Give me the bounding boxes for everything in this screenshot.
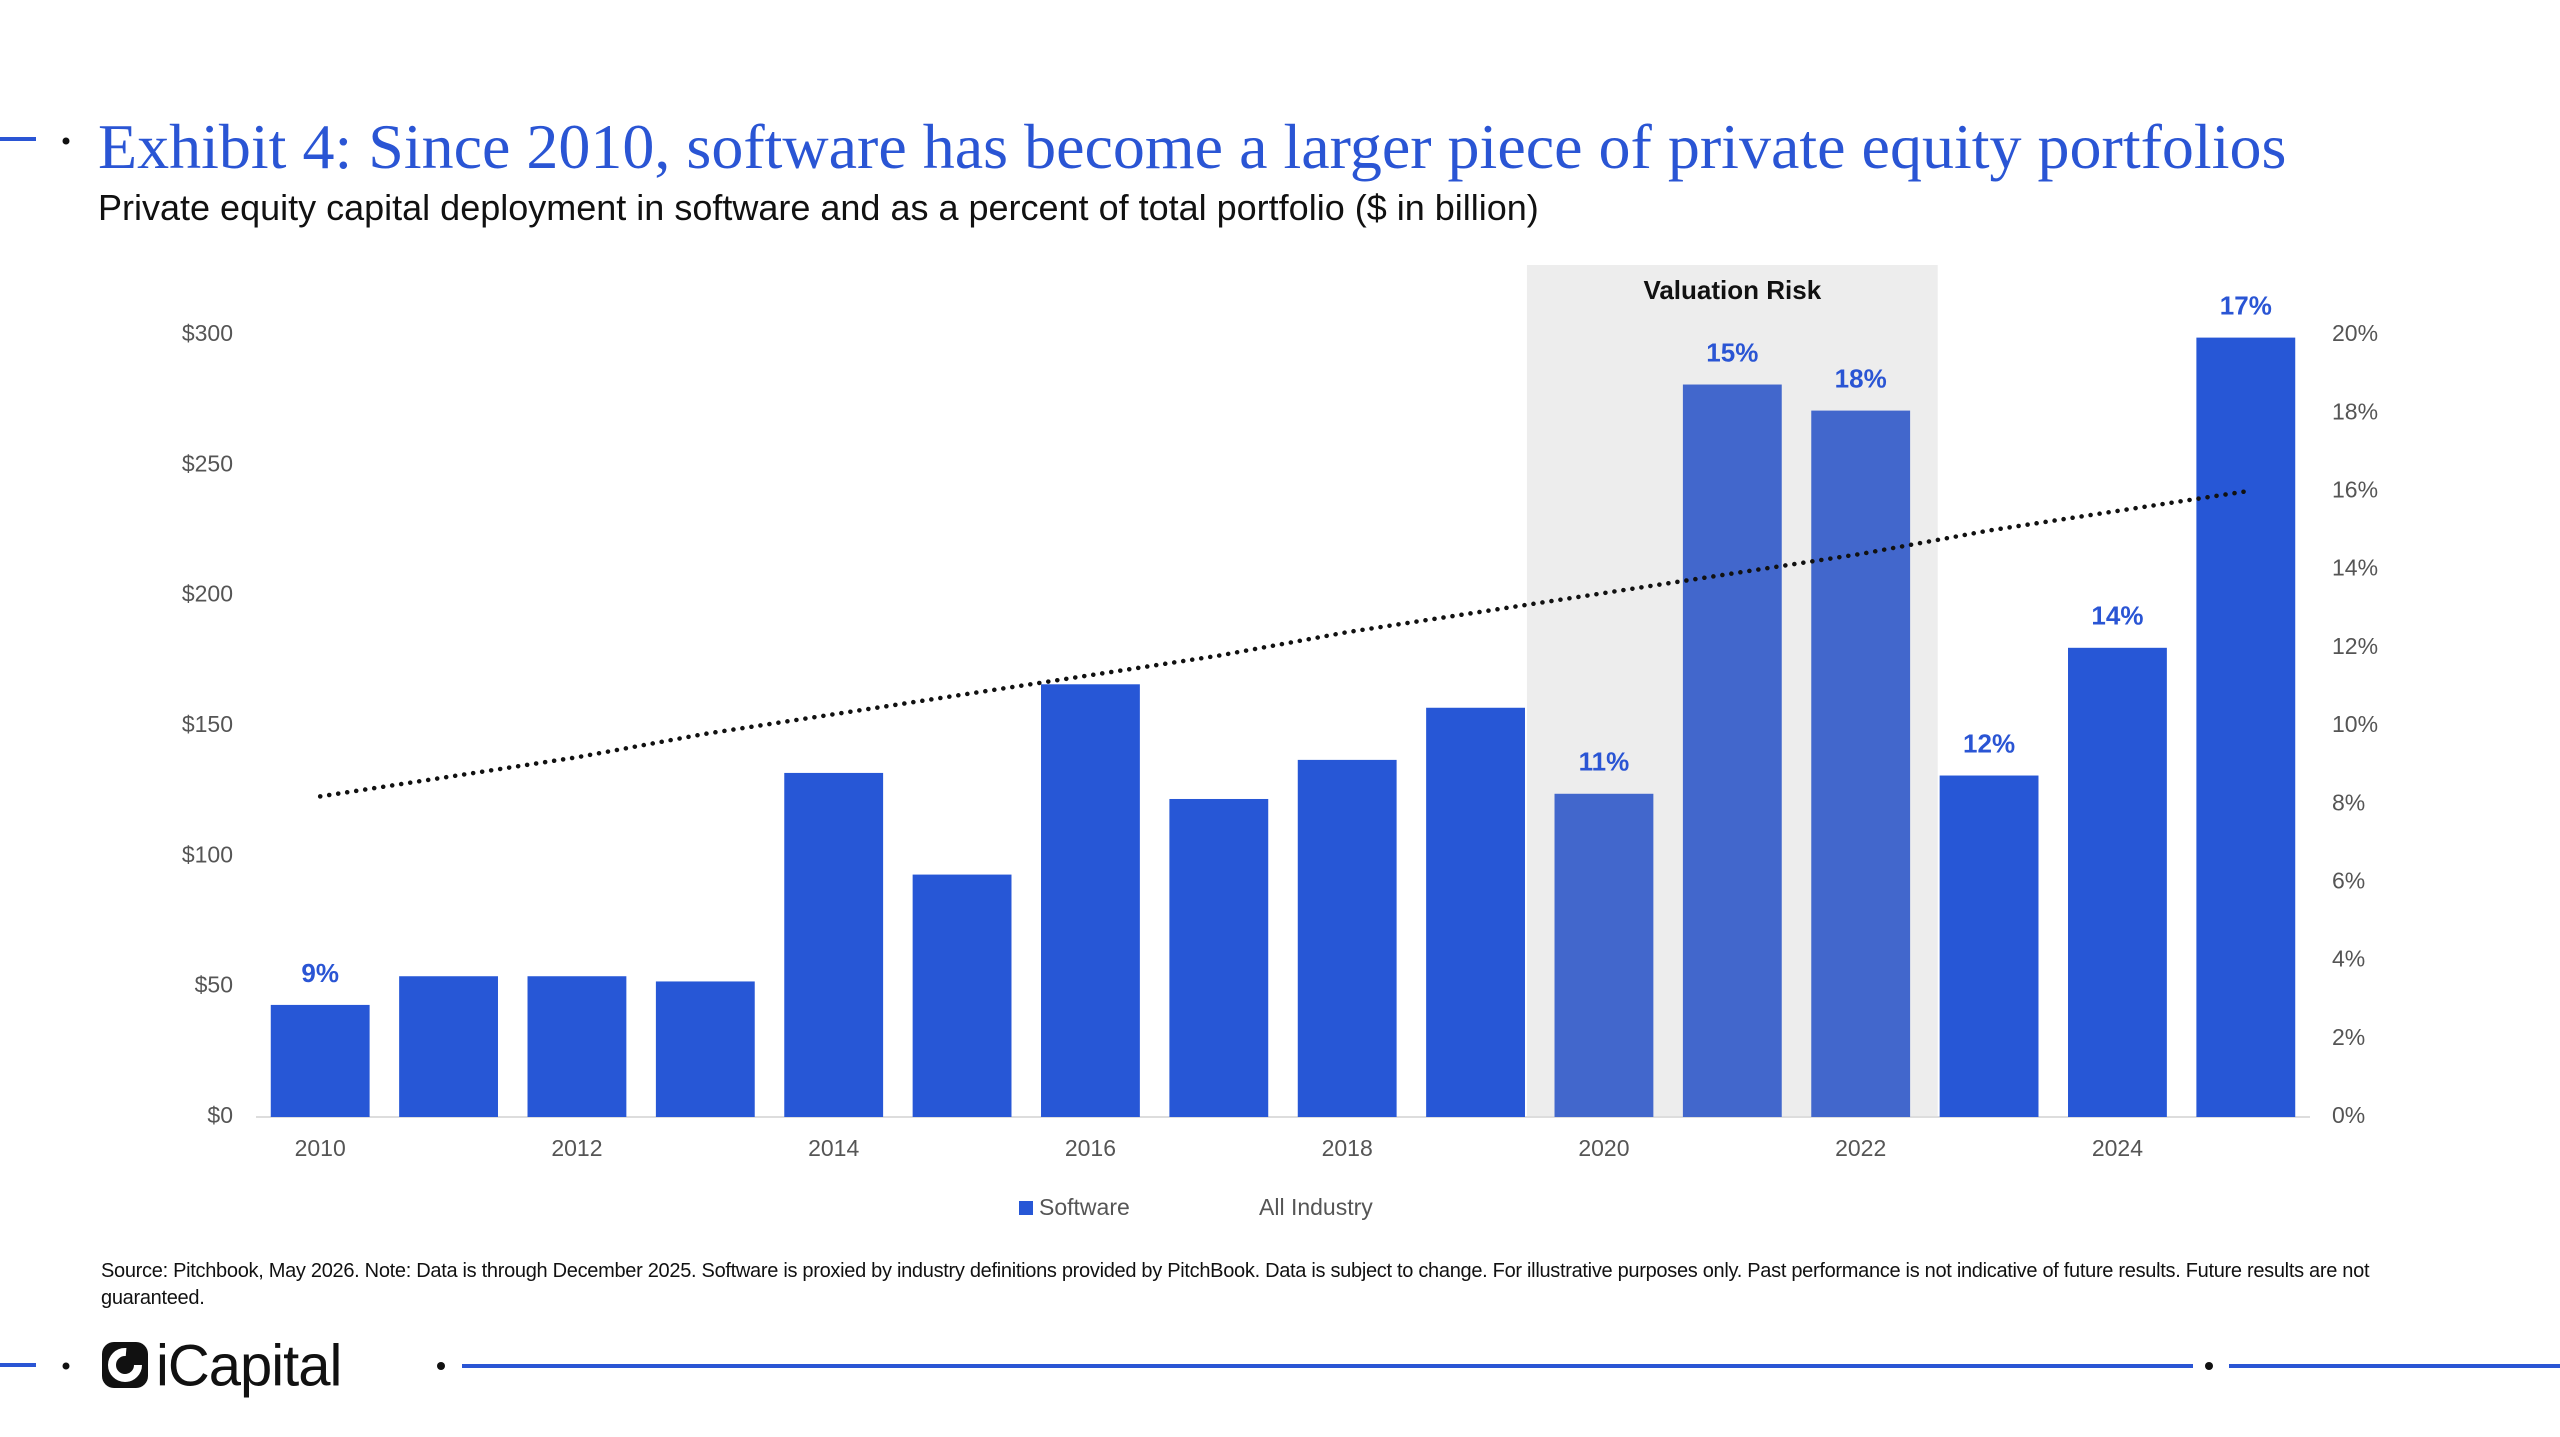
data-label: 17% xyxy=(2220,290,2272,320)
x-tick-label: 2014 xyxy=(808,1135,859,1161)
plot-area: Valuation Risk $0 $50 $100 $150 $200 $250 $300 0… xyxy=(182,265,2378,1220)
bar xyxy=(527,976,627,1117)
bar xyxy=(655,981,755,1117)
data-label: 15% xyxy=(1706,337,1758,367)
legend-label: Software xyxy=(1039,1194,1130,1220)
y-tick-label: $200 xyxy=(182,581,233,607)
y2-tick-label: 4% xyxy=(2332,946,2365,972)
bar xyxy=(1041,684,1140,1117)
bar xyxy=(1297,759,1397,1117)
trend-line xyxy=(317,489,2249,799)
bar xyxy=(399,976,498,1117)
y2-tick-label: 8% xyxy=(2332,789,2365,815)
x-tick-label: 2010 xyxy=(295,1135,346,1161)
y-tick-label: $0 xyxy=(207,1102,233,1128)
y-tick-label: $50 xyxy=(195,972,233,998)
bar xyxy=(1426,707,1525,1117)
y2-tick-label: 2% xyxy=(2332,1024,2365,1050)
highlight-label: Valuation Risk xyxy=(1643,275,1821,305)
decoration xyxy=(62,137,70,145)
bar xyxy=(784,772,884,1117)
x-tick-label: 2018 xyxy=(1322,1135,1373,1161)
x-tick-label: 2022 xyxy=(1835,1135,1886,1161)
data-label: 12% xyxy=(1963,728,2015,758)
bar xyxy=(2196,337,2296,1117)
bar xyxy=(1169,798,1269,1117)
y-tick-label: $250 xyxy=(182,450,233,476)
source-note: Source: Pitchbook, May 2026. Note: Data … xyxy=(101,1260,2370,1309)
decoration xyxy=(437,1362,445,1370)
logo-icon xyxy=(108,1348,142,1382)
y-tick-label: $100 xyxy=(182,841,233,867)
chart-title: Exhibit 4: Since 2010, software has beco… xyxy=(98,111,2286,182)
legend-label: All Industry xyxy=(1259,1194,1373,1220)
bar xyxy=(270,1004,370,1117)
bar xyxy=(1682,384,1782,1117)
chart-subtitle: Private equity capital deployment in sof… xyxy=(98,187,1539,228)
y2-tick-label: 14% xyxy=(2332,555,2378,581)
brand: iCapital xyxy=(156,1333,341,1398)
data-label: 9% xyxy=(301,958,339,988)
bar xyxy=(1811,410,1911,1117)
bar xyxy=(912,874,1012,1117)
y2-tick-label: 18% xyxy=(2332,398,2378,424)
y2-tick-label: 16% xyxy=(2332,476,2378,502)
data-label: 14% xyxy=(2091,601,2143,631)
y2-tick-label: 10% xyxy=(2332,711,2378,737)
y-tick-label: $150 xyxy=(182,711,233,737)
y2-tick-label: 12% xyxy=(2332,633,2378,659)
bar xyxy=(1939,775,2039,1117)
data-label: 18% xyxy=(1835,363,1887,393)
bar xyxy=(2068,647,2167,1117)
bar xyxy=(1554,793,1654,1117)
x-tick-label: 2020 xyxy=(1578,1135,1629,1161)
y2-tick-label: 20% xyxy=(2332,320,2378,346)
x-tick-label: 2024 xyxy=(2092,1135,2143,1161)
y-tick-label: $300 xyxy=(182,320,233,346)
legend-swatch xyxy=(1019,1201,1033,1215)
decoration xyxy=(2205,1362,2213,1370)
decoration xyxy=(62,1362,70,1370)
x-tick-label: 2012 xyxy=(551,1135,602,1161)
data-label: 11% xyxy=(1579,747,1630,777)
x-tick-label: 2016 xyxy=(1065,1135,1116,1161)
y2-tick-label: 6% xyxy=(2332,867,2365,893)
y2-tick-label: 0% xyxy=(2332,1102,2365,1128)
